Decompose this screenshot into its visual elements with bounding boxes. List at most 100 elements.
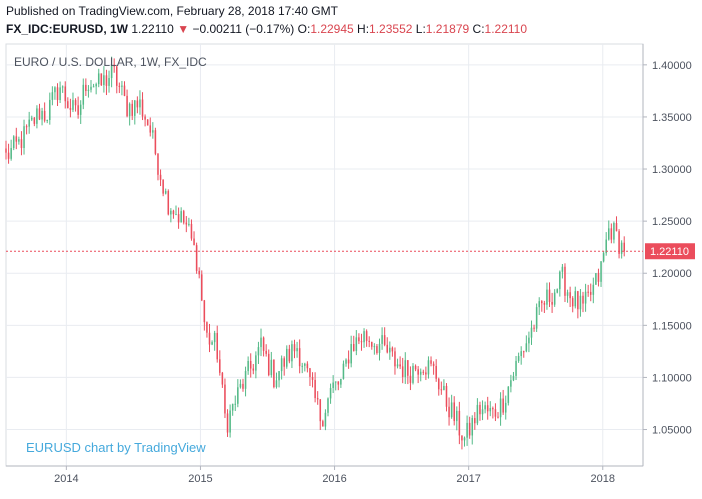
candle-body: [85, 84, 87, 92]
candle-up: [229, 404, 231, 438]
candle-up: [525, 335, 528, 353]
candle-down: [273, 359, 275, 389]
candle-body: [213, 332, 216, 343]
price-axis[interactable]: 1.40000 1.35000 1.30000 1.25000 1.20000 1.150…: [643, 60, 692, 437]
candle-body: [105, 75, 108, 86]
candle-body: [164, 191, 167, 194]
candle-down: [157, 153, 159, 181]
candle-down: [64, 81, 67, 109]
candle-up: [510, 374, 512, 393]
candle-body: [54, 87, 56, 93]
candle-body: [450, 402, 453, 418]
candle-down: [113, 58, 115, 73]
candle-down: [422, 369, 425, 376]
change-value: −0.00211 (−0.17%): [192, 22, 295, 36]
candle-down: [461, 435, 463, 450]
candle-body: [128, 103, 131, 117]
candle-up: [381, 327, 383, 350]
candle-down: [432, 361, 435, 375]
candle-up: [546, 282, 548, 310]
candle-body: [386, 344, 389, 353]
candle-up: [499, 392, 502, 426]
candle-up: [556, 288, 559, 294]
candle-up: [561, 263, 564, 279]
candle-down: [118, 82, 121, 94]
candle-body: [437, 378, 440, 390]
candle-body: [121, 85, 123, 87]
candle-down: [352, 335, 355, 352]
candle-up: [97, 68, 100, 88]
candle-body: [352, 344, 355, 351]
candle-body: [543, 303, 546, 305]
candle-body: [5, 148, 7, 153]
candle-down: [43, 102, 46, 123]
candle-body: [419, 371, 422, 375]
candle-body: [463, 437, 466, 441]
candle-down: [267, 349, 270, 377]
candle-body: [100, 73, 103, 86]
candle-down: [623, 236, 625, 257]
chart-area[interactable]: 1.40000 1.35000 1.30000 1.25000 1.20000 1.150…: [0, 42, 702, 494]
candle-body: [46, 119, 48, 121]
candle-down: [162, 179, 164, 197]
candle-up: [301, 362, 304, 374]
candle-body: [499, 398, 502, 418]
price-chart[interactable]: 1.40000 1.35000 1.30000 1.25000 1.20000 1.150…: [0, 42, 702, 494]
candle-up: [350, 335, 352, 368]
candle-up: [134, 99, 136, 125]
candle-up: [412, 363, 414, 385]
candle-body: [229, 410, 231, 433]
candle-body: [67, 101, 69, 109]
candle-body: [206, 322, 208, 333]
candle-body: [327, 398, 329, 413]
candle-down: [33, 117, 36, 127]
candle-up: [72, 92, 74, 113]
candle-body: [329, 387, 332, 399]
candle-body: [347, 359, 350, 364]
price-tick-label: 1.20000: [652, 268, 692, 280]
candle-body: [600, 261, 602, 282]
time-axis[interactable]: 2014 2015 2016 2017 2018: [54, 466, 615, 485]
candle-up: [51, 86, 54, 106]
candle-up: [286, 345, 288, 369]
grid: [6, 44, 643, 466]
candle-body: [365, 331, 368, 341]
candle-down: [337, 381, 340, 391]
candle-up: [419, 368, 422, 382]
candle-body: [216, 332, 218, 360]
candle-body: [90, 86, 92, 90]
candle-body: [417, 369, 419, 375]
candle-body: [440, 389, 443, 391]
candle-body: [249, 360, 252, 369]
candle-body: [589, 291, 592, 295]
candle-up: [46, 119, 48, 124]
candle-body: [306, 363, 309, 369]
candle-body: [154, 130, 157, 154]
candle-body: [301, 365, 304, 367]
candle-up: [12, 135, 15, 151]
candle-body: [535, 307, 538, 329]
candle-body: [126, 95, 128, 117]
candle-body: [36, 108, 38, 124]
candle-up: [30, 115, 33, 122]
candle-body: [414, 365, 417, 370]
candle-up: [340, 378, 342, 388]
candle-down: [360, 333, 363, 351]
candle-body: [224, 384, 226, 414]
candle-body: [489, 408, 492, 412]
candle-down: [316, 391, 319, 405]
candle-up: [121, 80, 123, 96]
candle-body: [247, 360, 249, 372]
candle-up: [103, 66, 105, 93]
candle-body: [203, 300, 206, 323]
candle-body: [564, 266, 566, 296]
candle-up: [507, 386, 510, 406]
candle-body: [517, 356, 520, 361]
price-tick-label: 1.35000: [652, 112, 692, 124]
candle-down: [409, 366, 412, 391]
candle-up: [108, 70, 110, 93]
candle-body: [185, 222, 188, 225]
candle-down: [589, 283, 592, 302]
time-tick-label: 2017: [456, 473, 480, 485]
candle-down: [7, 143, 10, 164]
